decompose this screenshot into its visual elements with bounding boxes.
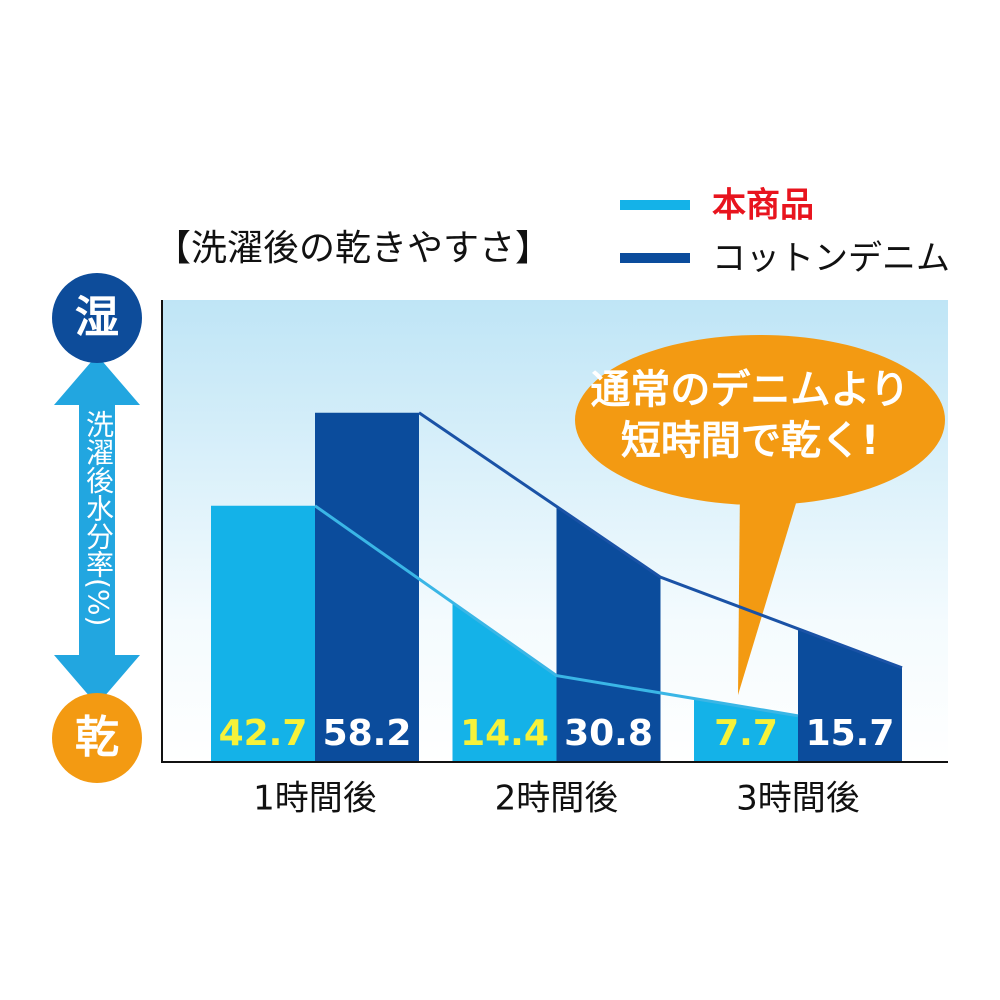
y-bottom-label: 乾	[75, 712, 119, 763]
bar	[798, 628, 902, 762]
y-axis-label: 洗濯後水分率(%)	[82, 410, 115, 627]
value-label: 58.2	[323, 713, 412, 754]
x-tick-label: 2時間後	[495, 779, 619, 819]
value-label: 15.7	[806, 713, 895, 754]
bar	[211, 505, 315, 762]
callout-tail	[738, 485, 800, 695]
value-label: 14.4	[460, 713, 549, 754]
value-label: 30.8	[564, 713, 653, 754]
wet-circle	[52, 273, 142, 363]
bar	[556, 506, 661, 762]
y-top-label: 湿	[75, 292, 119, 343]
y-axis-arrow	[54, 355, 140, 705]
callout-text: 短時間で乾く!	[621, 418, 879, 464]
legend-label: コットンデニム	[712, 239, 950, 279]
callout-text: 通常のデニムより	[590, 367, 909, 413]
value-label: 42.7	[219, 713, 308, 754]
x-tick-label: 1時間後	[253, 779, 377, 819]
bars	[211, 412, 902, 762]
x-tick-label: 3時間後	[736, 779, 860, 819]
value-label: 7.7	[714, 713, 778, 754]
series-line	[418, 411, 903, 670]
chart-title: 【洗濯後の乾きやすさ】	[155, 228, 551, 269]
bar	[315, 412, 419, 762]
series-line	[314, 504, 799, 718]
dry-circle	[52, 693, 142, 783]
bar	[694, 698, 798, 762]
bar	[452, 602, 557, 762]
legend-label: 本商品	[712, 186, 814, 226]
callout	[575, 335, 945, 505]
